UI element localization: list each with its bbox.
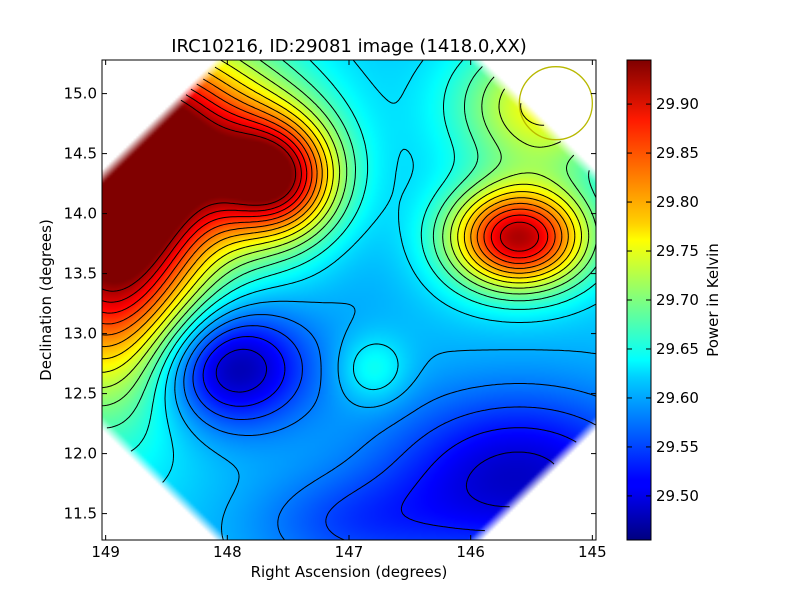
contour-line <box>102 66 576 360</box>
contour-line <box>130 60 596 452</box>
colorbar-tick-label: 29.85 <box>656 144 699 162</box>
beam-circle <box>518 66 593 141</box>
contour-lines <box>102 60 596 540</box>
contour-line <box>102 94 540 303</box>
x-axis-label: Right Ascension (degrees) <box>251 563 448 581</box>
contour-line <box>102 72 569 348</box>
contour-line <box>192 325 596 540</box>
y-tick-label: 11.5 <box>64 505 97 523</box>
colorbar-label: Power in Kelvin <box>704 243 722 357</box>
contour-line <box>102 83 556 325</box>
colorbar-tick-label: 29.50 <box>656 487 699 505</box>
y-tick-label: 13.5 <box>64 265 97 283</box>
plot-area: 149 148 147 146 145 11.5 12.0 12.5 13.0 13.5 14.0… <box>64 59 607 561</box>
colorbar-tick-label: 29.60 <box>656 389 699 407</box>
x-tick-label: 147 <box>335 543 364 561</box>
colorbar-tick-label: 29.90 <box>656 95 699 113</box>
contour-line <box>102 78 563 336</box>
colorbar-tick-label: 29.55 <box>656 438 699 456</box>
y-tick-label: 12.5 <box>64 385 97 403</box>
x-tick-label: 148 <box>213 543 242 561</box>
y-axis: 11.5 12.0 12.5 13.0 13.5 14.0 14.5 15.0 <box>64 85 596 523</box>
contour-line <box>106 60 596 429</box>
y-tick-label: 13.0 <box>64 325 97 343</box>
colorbar-ticks: 29.50 29.55 29.60 29.65 29.70 29.75 29.80 29.85… <box>627 95 699 505</box>
colorbar-tick-label: 29.70 <box>656 291 699 309</box>
contour-line <box>102 88 549 314</box>
colorbar-tick-label: 29.80 <box>656 193 699 211</box>
contour-line <box>183 314 596 540</box>
chart-title: IRC10216, ID:29081 image (1418.0,XX) <box>171 36 527 57</box>
colorbar: 29.50 29.55 29.60 29.65 29.70 29.75 29.80 29.85… <box>626 59 722 541</box>
x-axis: 149 148 147 146 145 <box>91 60 607 561</box>
contour-line <box>102 99 297 292</box>
contour-line <box>174 300 596 540</box>
y-tick-label: 14.5 <box>64 145 97 163</box>
contour-line <box>202 336 577 532</box>
colorbar-tick-label: 29.75 <box>656 242 699 260</box>
x-tick-label: 145 <box>578 543 607 561</box>
contour-line <box>215 348 555 508</box>
y-tick-label: 15.0 <box>64 85 97 103</box>
contour-line <box>102 60 582 373</box>
heatmap-image <box>102 60 596 540</box>
x-tick-label: 146 <box>456 543 485 561</box>
y-tick-label: 14.0 <box>64 205 97 223</box>
y-axis-label: Declination (degrees) <box>37 219 55 381</box>
colorbar-tick-label: 29.65 <box>656 340 699 358</box>
y-tick-label: 12.0 <box>64 445 97 463</box>
x-tick-label: 149 <box>91 543 120 561</box>
